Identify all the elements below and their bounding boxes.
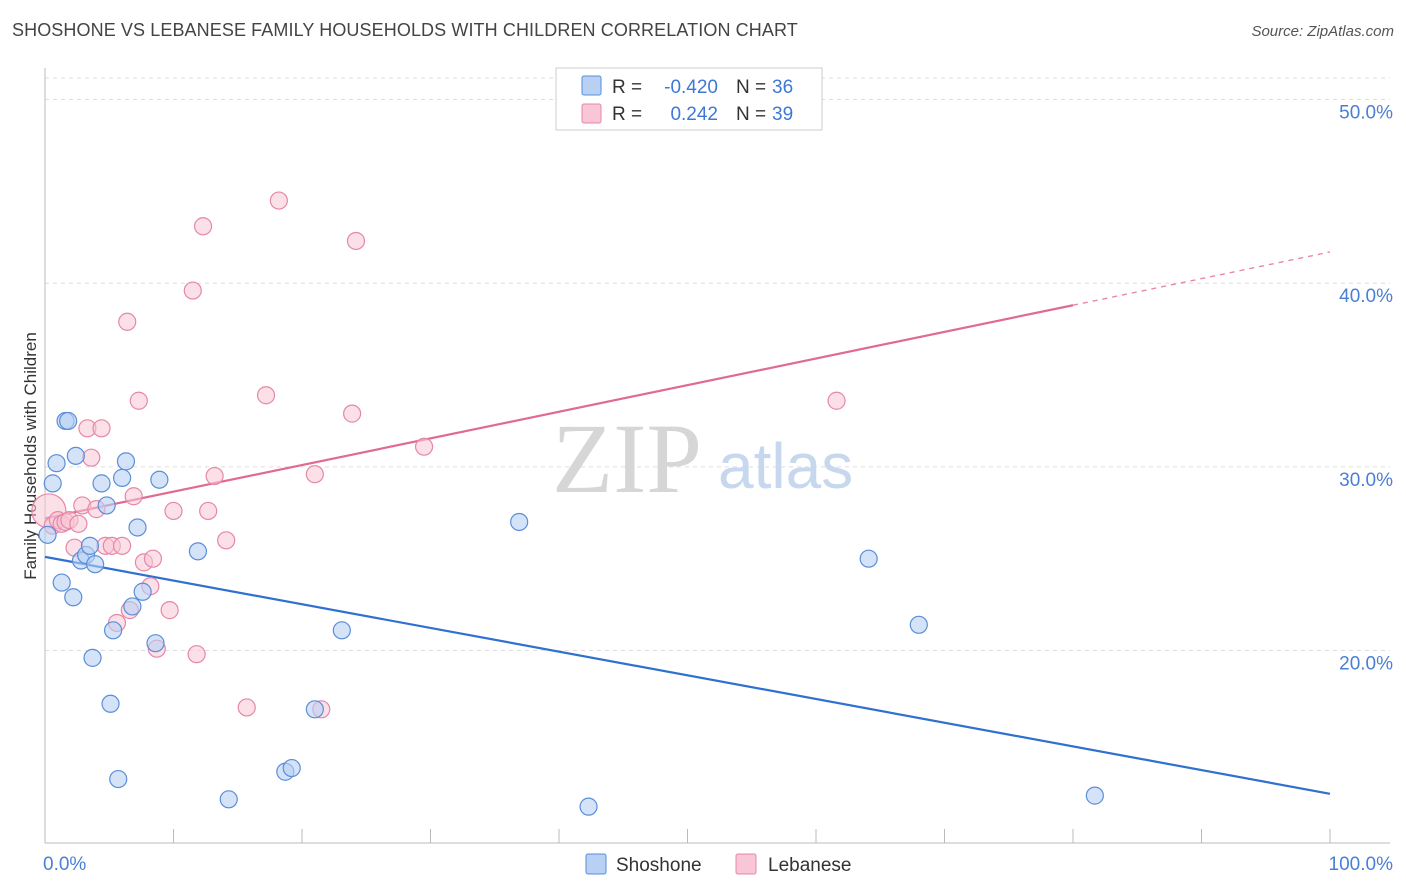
legend-label-lebanese: Lebanese [768,855,851,876]
shoshone-point [64,588,83,607]
shoshone-point [282,758,301,778]
shoshone-point [97,496,116,515]
y-tick-label: 20.0% [1339,654,1393,675]
stats-r-label: R = [612,77,642,98]
grid-lines [45,77,1390,652]
watermark-zip: ZIP [552,403,702,514]
lebanese-point [827,391,846,410]
lebanese-point [187,645,206,664]
shoshone-point [909,615,928,634]
shoshone-point [219,790,238,809]
shoshone-point [112,468,132,487]
shoshone-point [123,597,142,616]
stats-box: R = -0.420 N = 36 R = 0.242 N = 39 [555,67,823,131]
x-tick-labels: 0.0% 100.0% [43,854,1393,875]
y-tick-label: 40.0% [1339,286,1393,307]
stats-swatch-lebanese [581,103,602,124]
legend: Shoshone Lebanese [585,853,851,876]
stats-n-value: 39 [772,104,793,125]
shoshone-point [146,634,165,653]
lebanese-point [124,487,143,506]
y-axis-label: Family Households with Children [21,332,40,580]
stats-n-value: 36 [772,77,793,98]
shoshone-point [332,621,351,640]
x-tick-label: 100.0% [1329,854,1394,875]
shoshone-point [80,536,100,555]
lebanese-point [343,404,362,423]
lebanese-point [199,501,218,521]
lebanese-trend-line-dashed [1072,251,1331,306]
shoshone-point [59,411,78,431]
stats-swatch-shoshone [581,75,602,96]
lebanese-point [69,514,88,533]
watermark: ZIP atlas [552,403,853,514]
shoshone-point [66,446,85,465]
lebanese-point [414,437,434,456]
lebanese-point [269,191,288,210]
y-tick-label: 30.0% [1339,470,1393,491]
lebanese-point [217,531,236,550]
stats-r-label: R = [612,104,642,125]
shoshone-point [43,474,62,493]
shoshone-point [83,648,102,667]
shoshone-point [859,549,878,568]
lebanese-point [112,536,132,555]
shoshone-points [38,411,1104,816]
lebanese-point [193,217,213,236]
lebanese-point [205,466,224,486]
shoshone-point [116,452,136,471]
lebanese-point [143,549,163,568]
shoshone-point [305,700,324,719]
lebanese-point [305,465,324,484]
lebanese-point [237,698,256,717]
shoshone-point [101,694,120,713]
shoshone-point [1085,786,1104,805]
shoshone-point [104,621,123,640]
y-tick-label: 50.0% [1339,103,1393,124]
watermark-atlas: atlas [718,430,853,502]
legend-swatch-lebanese [735,853,757,875]
lebanese-point [118,312,137,331]
shoshone-point [150,470,169,489]
stats-r-value: 0.242 [670,104,718,125]
shoshone-point [52,573,71,592]
shoshone-point [86,555,105,574]
shoshone-point [188,542,208,561]
lebanese-points [31,191,846,719]
shoshone-trend-line [44,555,1331,795]
shoshone-point [510,512,529,532]
chart-title: SHOSHONE VS LEBANESE FAMILY HOUSEHOLDS W… [12,20,798,40]
shoshone-point [47,454,66,473]
shoshone-point [38,525,57,544]
stats-n-label: N = [736,104,766,125]
stats-n-label: N = [736,77,766,98]
legend-label-shoshone: Shoshone [616,855,702,876]
shoshone-point [109,769,128,789]
lebanese-point [92,419,111,438]
trend-lines [44,251,1331,795]
shoshone-point [92,474,111,493]
x-tick-label: 0.0% [43,854,86,875]
chart-source: Source: ZipAtlas.com [1251,23,1394,40]
lebanese-point [164,501,183,521]
lebanese-point [346,231,366,251]
lebanese-point [82,448,101,467]
shoshone-point [133,582,152,601]
lebanese-point [129,391,148,410]
legend-swatch-shoshone [585,853,607,875]
shoshone-point [128,518,147,537]
y-tick-labels: 20.0% 30.0% 40.0% 50.0% [1339,103,1393,675]
axes [44,68,1390,844]
lebanese-point [160,601,179,620]
lebanese-point [183,281,202,300]
stats-r-value: -0.420 [664,77,718,98]
shoshone-point [579,797,598,816]
lebanese-point [256,386,276,405]
